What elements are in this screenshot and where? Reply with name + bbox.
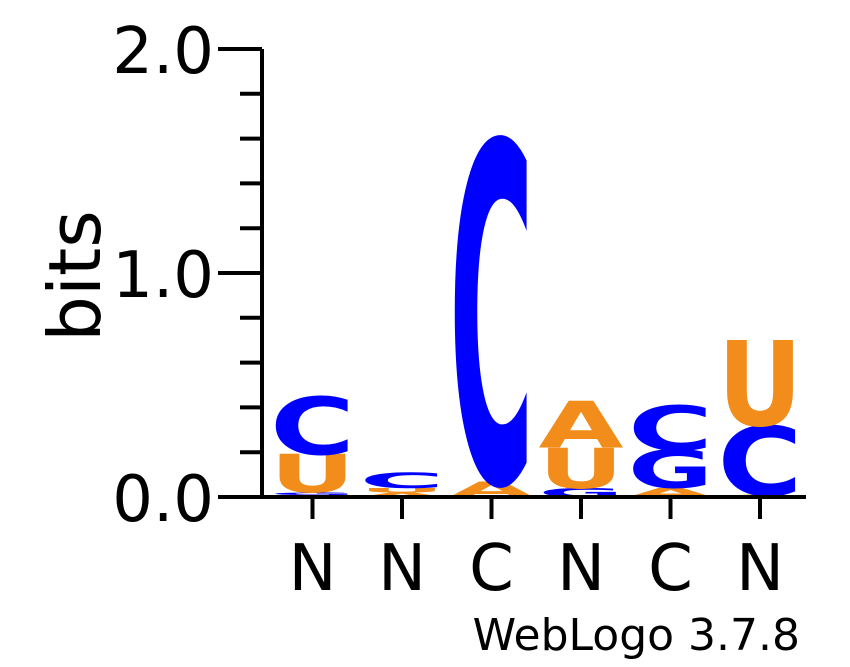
position-stack: AGUC — [270, 381, 355, 505]
logo-letter-C: C — [628, 393, 713, 465]
x-tick-label: N — [736, 532, 784, 606]
logo-letter-U: U — [270, 444, 355, 505]
letter-stacks: AGUCAUCACGUAAGCACU — [270, 50, 803, 592]
y-axis: 0.0 1.0 2.0 — [112, 15, 264, 537]
position-stack: AUC — [360, 468, 445, 498]
logo-letter-C: C — [270, 381, 355, 473]
logo-letter-U: U — [360, 487, 445, 494]
position-stack: AGC — [628, 393, 714, 501]
logo-letter-U: U — [539, 437, 624, 502]
x-tick-label: N — [557, 532, 605, 606]
position-stack: ACU — [718, 318, 803, 517]
x-tick-label: N — [378, 532, 426, 606]
x-tick-label: N — [289, 532, 337, 606]
logo-letter-C: C — [360, 468, 445, 493]
x-tick-label: C — [648, 532, 693, 606]
logo-letter-A: A — [360, 491, 445, 498]
logo-letter-U: U — [718, 318, 803, 454]
logo-letter-G: G — [628, 440, 713, 500]
y-tick-label: 2.0 — [112, 15, 214, 89]
position-stack: GUA — [539, 388, 624, 501]
x-tick-label: C — [469, 532, 514, 606]
y-tick-label: 0.0 — [112, 463, 214, 537]
y-tick-label: 1.0 — [112, 239, 214, 313]
y-axis-label: bits — [33, 210, 117, 341]
logo-letter-G: G — [270, 492, 355, 496]
logo-letter-A: A — [539, 388, 624, 463]
weblogo-credit: WebLogo 3.7.8 — [473, 610, 800, 661]
